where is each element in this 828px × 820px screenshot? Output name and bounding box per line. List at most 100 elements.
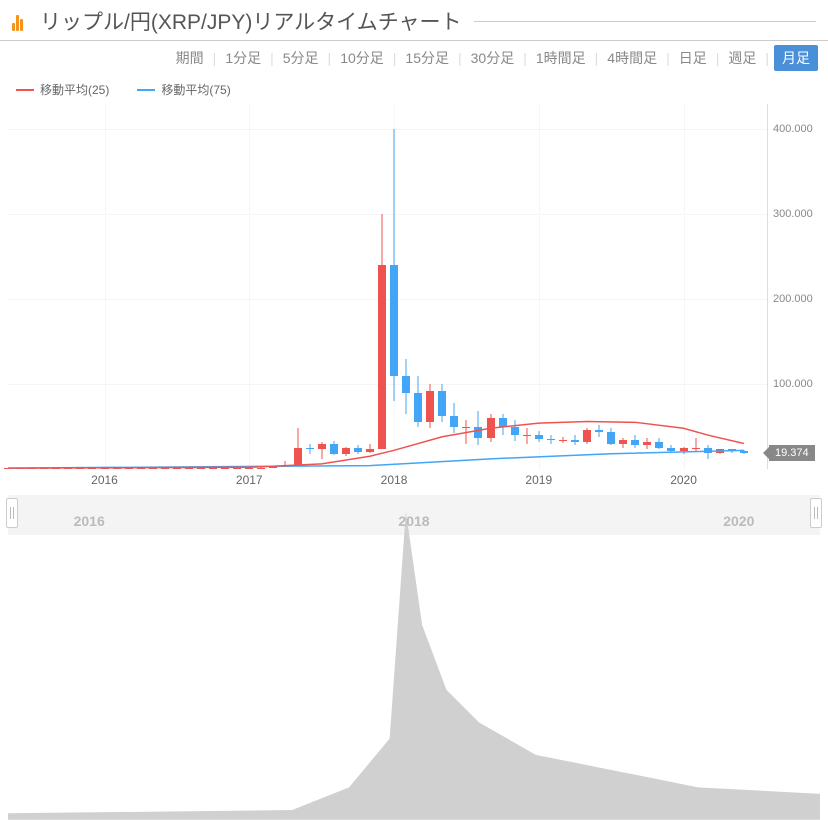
price-indicator: 19.374 [769, 445, 815, 461]
y-axis-label: 200.000 [773, 293, 813, 305]
candle-body [354, 448, 362, 452]
candle-body [137, 468, 145, 469]
candle-body [523, 435, 531, 436]
candle-body [269, 466, 277, 468]
timeframe-option[interactable]: 月足 [774, 45, 818, 71]
chart-title: リップル/円(XRP/JPY)リアルタイムチャート [40, 6, 462, 36]
candle-body [233, 468, 241, 469]
navigator-handle-right[interactable] [810, 498, 822, 528]
legend-ma25: 移動平均(25) [16, 81, 109, 98]
x-axis-label: 2020 [670, 473, 697, 487]
navigator-handle-left[interactable] [6, 498, 18, 528]
timeframe-option[interactable]: 日足 [675, 45, 711, 71]
candle-body [692, 448, 700, 449]
logo-icon [12, 11, 32, 31]
candle-body [16, 468, 24, 469]
gridline [8, 129, 767, 130]
candle-body [28, 468, 36, 469]
y-axis-label: 300.000 [773, 208, 813, 220]
candle-body [209, 468, 217, 469]
y-axis-label: 100.000 [773, 378, 813, 390]
candle-body [571, 440, 579, 442]
candle-body [197, 468, 205, 469]
candle-body [595, 430, 603, 432]
candle-body [450, 416, 458, 426]
candle-body [245, 468, 253, 469]
timeframe-selector: 期間 | 1分足|5分足|10分足|15分足|30分足|1時間足|4時間足|日足… [0, 41, 828, 75]
candle-body [559, 440, 567, 441]
candle-body [4, 468, 12, 469]
candle-body [52, 468, 60, 469]
ma75-line [8, 104, 768, 469]
candle-body [462, 427, 470, 428]
timeframe-option[interactable]: 4時間足 [603, 45, 661, 71]
candle-body [740, 451, 748, 453]
vgridline [539, 104, 540, 469]
candle-body [414, 393, 422, 423]
candle-body [583, 430, 591, 442]
navigator-silhouette [8, 495, 820, 820]
timeframe-option[interactable]: 週足 [724, 45, 760, 71]
candle-body [366, 449, 374, 452]
candle-body [306, 448, 314, 449]
candle-body [76, 468, 84, 469]
timeframe-option[interactable]: 15分足 [401, 45, 453, 71]
candle-body [680, 448, 688, 451]
candlestick-plot: 100.000200.000300.000400.000201620172018… [8, 104, 768, 469]
candle-body [378, 265, 386, 448]
candle-body [40, 468, 48, 469]
navigator-label: 2018 [398, 513, 429, 529]
timeframe-option[interactable]: 1分足 [221, 45, 265, 71]
legend-ma75-label: 移動平均(75) [161, 81, 230, 98]
navigator-label: 2020 [723, 513, 754, 529]
candle-body [64, 468, 72, 469]
navigator[interactable]: 2016 2018 2020 [8, 491, 820, 535]
x-axis-label: 2018 [381, 473, 408, 487]
legend-ma25-line [16, 89, 34, 91]
candle-body [643, 442, 651, 445]
timeframe-label: 期間 [176, 48, 204, 68]
gridline [8, 299, 767, 300]
timeframe-option[interactable]: 5分足 [279, 45, 323, 71]
candle-body [221, 468, 229, 469]
candle-body [125, 468, 133, 469]
navigator-label: 2016 [74, 513, 105, 529]
chart-header: リップル/円(XRP/JPY)リアルタイムチャート [0, 0, 828, 41]
chart-area[interactable]: 100.000200.000300.000400.000201620172018… [8, 104, 768, 469]
candle-wick [466, 420, 467, 444]
x-axis-label: 2017 [236, 473, 263, 487]
candle-wick [695, 438, 696, 452]
legend-ma25-label: 移動平均(25) [40, 81, 109, 98]
vgridline [249, 104, 250, 469]
candle-body [716, 449, 724, 452]
candle-body [547, 439, 555, 440]
candle-body [535, 435, 543, 439]
candle-body [426, 391, 434, 422]
candle-body [667, 448, 675, 451]
vgridline [684, 104, 685, 469]
chart-legend: 移動平均(25) 移動平均(75) [0, 75, 828, 104]
gridline [8, 384, 767, 385]
candle-body [257, 468, 265, 469]
timeframe-option[interactable]: 10分足 [336, 45, 388, 71]
timeframe-option[interactable]: 1時間足 [532, 45, 590, 71]
timeframe-option[interactable]: 30分足 [467, 45, 519, 71]
candle-body [281, 466, 289, 467]
candle-body [342, 448, 350, 454]
candle-body [101, 468, 109, 469]
candle-body [149, 468, 157, 469]
gridline [8, 214, 767, 215]
candle-body [499, 418, 507, 426]
candle-body [173, 468, 181, 469]
candle-body [330, 444, 338, 453]
header-rule [474, 21, 816, 22]
candle-body [619, 440, 627, 443]
candle-body [728, 449, 736, 451]
vgridline [105, 104, 106, 469]
candle-body [704, 448, 712, 453]
candle-body [390, 265, 398, 375]
x-axis-label: 2016 [91, 473, 118, 487]
candle-body [318, 444, 326, 448]
candle-body [402, 376, 410, 393]
candle-body [161, 468, 169, 469]
